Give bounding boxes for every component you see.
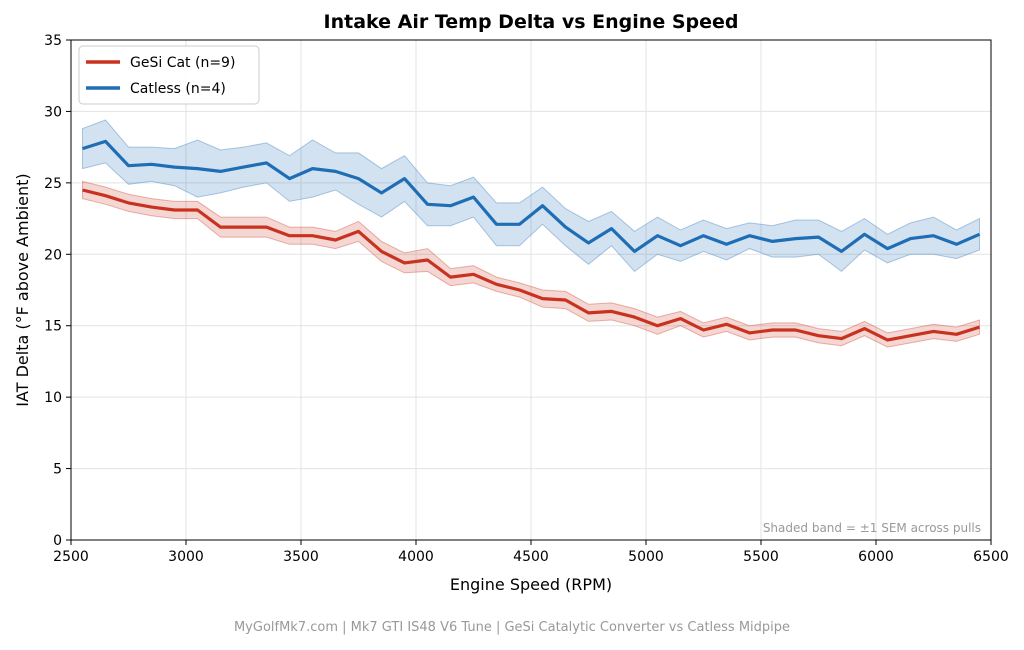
sem-band-1 <box>82 119 980 273</box>
y-ticks: 0 5 10 15 20 25 30 35 <box>44 33 71 549</box>
footer-credit: MyGolfMk7.com | Mk7 GTI IS48 V6 Tune | G… <box>233 620 791 635</box>
x-tick-label: 6000 <box>858 549 894 565</box>
x-tick-label: 4000 <box>398 549 434 565</box>
x-axis-label: Engine Speed (RPM) <box>450 575 612 594</box>
legend-box <box>78 45 260 105</box>
y-tick-label: 15 <box>44 319 62 335</box>
x-tick-label: 6500 <box>973 549 1009 565</box>
sem-bands <box>82 119 980 348</box>
y-tick-label: 20 <box>44 247 62 263</box>
sem-band-0 <box>82 180 980 348</box>
chart-title: Intake Air Temp Delta vs Engine Speed <box>324 11 739 33</box>
x-tick-label: 5500 <box>743 549 779 565</box>
line-chart: 2500 3000 3500 4000 4500 5000 5500 6000 6500 0 5 1… <box>13 11 1009 594</box>
legend-label-catless: Catless (n=4) <box>130 81 226 97</box>
sem-annotation: Shaded band = ±1 SEM across pulls <box>763 521 981 535</box>
y-tick-label: 5 <box>53 462 62 478</box>
y-tick-label: 10 <box>44 390 62 406</box>
y-tick-label: 30 <box>44 104 62 120</box>
series-lines <box>82 139 981 342</box>
x-ticks: 2500 3000 3500 4000 4500 5000 5500 6000 6500 <box>53 540 1009 565</box>
series-line-1 <box>82 139 981 253</box>
y-tick-label: 0 <box>53 533 62 549</box>
legend: GeSi Cat (n=9) Catless (n=4) <box>78 45 260 105</box>
y-tick-label: 25 <box>44 176 62 192</box>
legend-label-gesi: GeSi Cat (n=9) <box>130 55 235 71</box>
y-axis-label: IAT Delta (°F above Ambient) <box>13 173 32 406</box>
x-tick-label: 2500 <box>53 549 89 565</box>
y-tick-label: 35 <box>44 33 62 49</box>
x-tick-label: 3500 <box>283 549 319 565</box>
x-tick-label: 4500 <box>513 549 549 565</box>
series-line-0 <box>82 188 980 342</box>
x-tick-label: 3000 <box>168 549 204 565</box>
x-tick-label: 5000 <box>628 549 664 565</box>
